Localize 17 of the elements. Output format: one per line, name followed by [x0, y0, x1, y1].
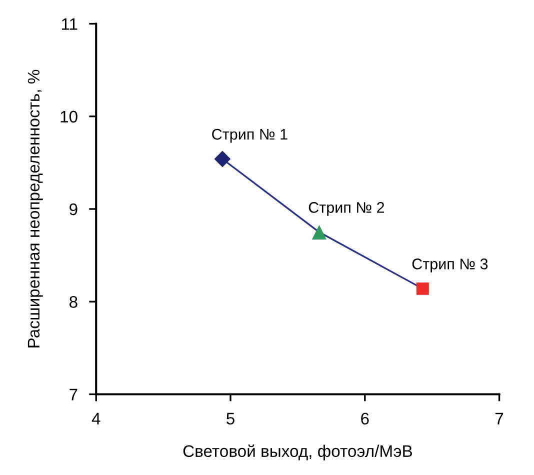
y-axis-title: Расширенная неопределенность, % [28, 70, 43, 348]
point [416, 282, 429, 295]
y-tick-label: 9 [70, 203, 78, 216]
x-tick-label: 5 [226, 412, 234, 425]
x-tick-label: 6 [361, 412, 369, 425]
y-tick-label: 7 [70, 388, 78, 400]
point [214, 150, 231, 168]
x-tick-label: 7 [496, 412, 504, 424]
y-tick-label: 11 [62, 18, 78, 30]
y-tick-label: 8 [70, 296, 78, 308]
x-tick-label: 4 [92, 412, 100, 424]
annotation: Стрип № 1 [212, 128, 288, 143]
annotation: Стрип № 3 [412, 258, 488, 272]
y-tick-label: 10 [60, 110, 78, 123]
annotation: Стрип № 2 [308, 202, 384, 216]
point [312, 224, 326, 240]
x-axis-title: Световой выход, фотоэл/МэВ [183, 444, 412, 460]
